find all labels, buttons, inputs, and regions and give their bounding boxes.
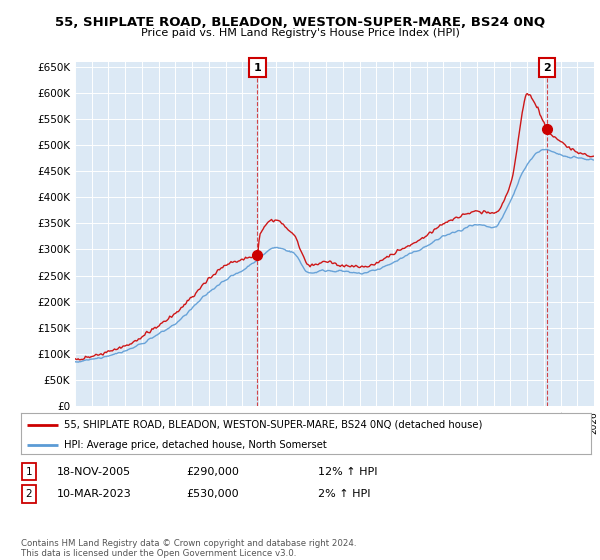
Text: 1: 1	[254, 63, 262, 73]
Text: Price paid vs. HM Land Registry's House Price Index (HPI): Price paid vs. HM Land Registry's House …	[140, 28, 460, 38]
Text: 10-MAR-2023: 10-MAR-2023	[57, 489, 132, 499]
Text: Contains HM Land Registry data © Crown copyright and database right 2024.
This d: Contains HM Land Registry data © Crown c…	[21, 539, 356, 558]
Text: £290,000: £290,000	[186, 466, 239, 477]
Text: 1: 1	[25, 466, 32, 477]
Text: 18-NOV-2005: 18-NOV-2005	[57, 466, 131, 477]
Text: 55, SHIPLATE ROAD, BLEADON, WESTON-SUPER-MARE, BS24 0NQ: 55, SHIPLATE ROAD, BLEADON, WESTON-SUPER…	[55, 16, 545, 29]
Text: HPI: Average price, detached house, North Somerset: HPI: Average price, detached house, Nort…	[64, 440, 326, 450]
Text: £530,000: £530,000	[186, 489, 239, 499]
Text: 2% ↑ HPI: 2% ↑ HPI	[318, 489, 371, 499]
Text: 55, SHIPLATE ROAD, BLEADON, WESTON-SUPER-MARE, BS24 0NQ (detached house): 55, SHIPLATE ROAD, BLEADON, WESTON-SUPER…	[64, 419, 482, 430]
Text: 2: 2	[543, 63, 551, 73]
Text: 2: 2	[25, 489, 32, 499]
Text: 12% ↑ HPI: 12% ↑ HPI	[318, 466, 377, 477]
